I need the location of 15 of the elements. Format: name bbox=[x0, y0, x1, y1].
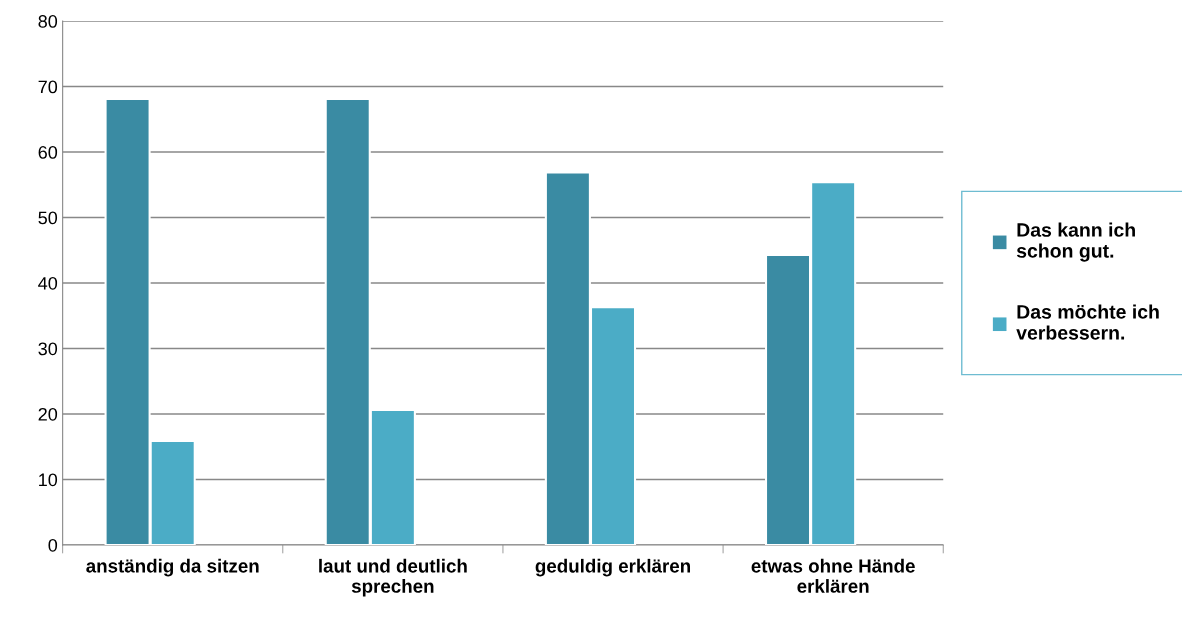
y-tick-label: 60 bbox=[38, 145, 58, 159]
y-tick-label: 80 bbox=[38, 15, 58, 28]
y-tick-label: 20 bbox=[38, 407, 58, 421]
y-tick-label: 10 bbox=[39, 473, 58, 487]
y-tick-label: 70 bbox=[38, 80, 58, 94]
x-tick-label: geduldig erklären bbox=[535, 558, 690, 577]
y-tick-label: 50 bbox=[38, 211, 58, 225]
x-tick-label: etwas ohne Hände erklären bbox=[751, 558, 915, 593]
y-tick-label: 40 bbox=[38, 276, 58, 290]
x-tick-label: anständig da sitzen bbox=[86, 558, 259, 577]
y-tick-label: 30 bbox=[38, 342, 58, 356]
x-tick-label: laut und deutlich sprechen bbox=[319, 558, 467, 597]
y-tick-label: 0 bbox=[48, 538, 58, 552]
legend-label: Das möchte ich verbessern. bbox=[1016, 304, 1159, 340]
legend-label: Das kann ich schon gut. bbox=[1016, 222, 1135, 262]
